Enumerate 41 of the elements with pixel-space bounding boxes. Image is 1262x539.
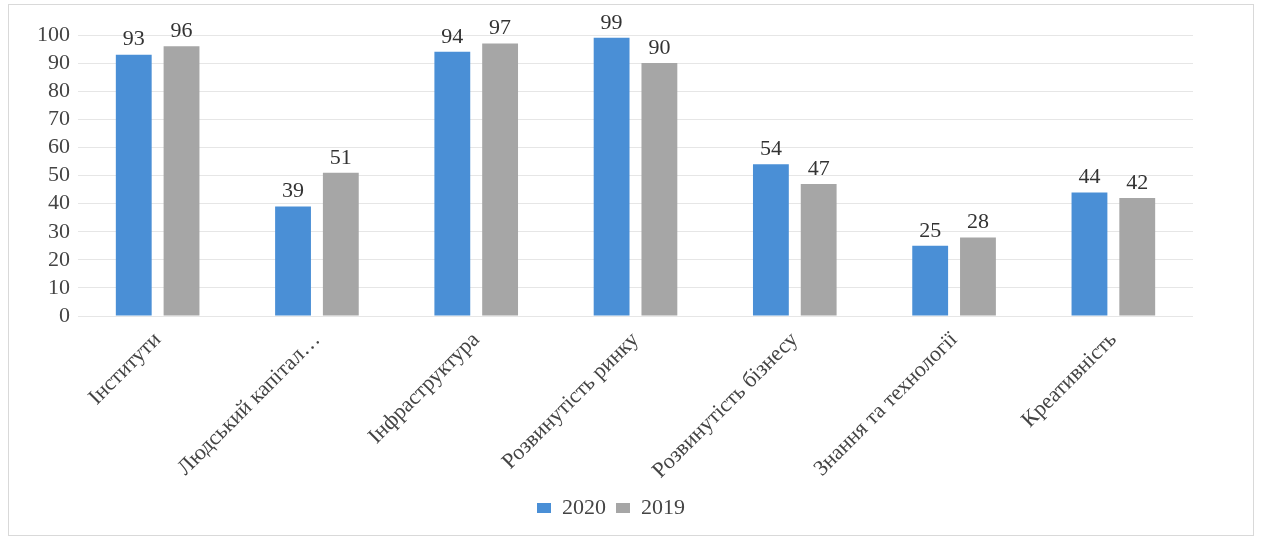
bar <box>1119 198 1156 316</box>
data-label: 94 <box>441 22 464 48</box>
bar <box>752 164 789 316</box>
y-tick-label: 80 <box>48 77 70 102</box>
data-label: 93 <box>122 25 145 51</box>
data-label: 90 <box>648 33 671 59</box>
bar <box>434 51 471 316</box>
y-tick-label: 20 <box>48 245 70 271</box>
data-label: 25 <box>919 216 942 242</box>
y-tick-label: 30 <box>48 217 70 243</box>
data-label: 28 <box>966 208 989 234</box>
bar <box>912 245 949 316</box>
data-label: 47 <box>807 154 830 180</box>
y-tick-label: 100 <box>37 20 70 46</box>
bar <box>641 63 678 316</box>
bar <box>960 237 996 316</box>
data-label: 97 <box>489 14 512 40</box>
y-tick-label: 60 <box>48 133 70 159</box>
data-label: 96 <box>170 17 193 43</box>
y-tick-label: 70 <box>48 105 70 131</box>
bar <box>800 183 837 316</box>
legend-label: 2020 <box>562 493 606 519</box>
bar <box>322 172 359 316</box>
data-label: 99 <box>600 8 623 34</box>
data-label: 42 <box>1126 168 1149 194</box>
bar <box>275 206 311 316</box>
data-label: 54 <box>759 135 782 161</box>
y-tick-label: 50 <box>48 161 70 187</box>
data-label: 51 <box>329 143 352 169</box>
bar <box>163 46 200 316</box>
legend-label: 2019 <box>641 493 685 519</box>
bar <box>1071 192 1108 316</box>
data-label: 44 <box>1078 163 1101 189</box>
y-tick-label: 90 <box>48 48 70 74</box>
y-tick-label: 0 <box>59 301 70 327</box>
bar <box>115 54 152 316</box>
y-tick-label: 40 <box>48 189 70 215</box>
bar <box>593 37 630 316</box>
bar <box>482 43 519 316</box>
data-label: 39 <box>282 177 305 203</box>
y-tick-label: 10 <box>48 273 70 299</box>
